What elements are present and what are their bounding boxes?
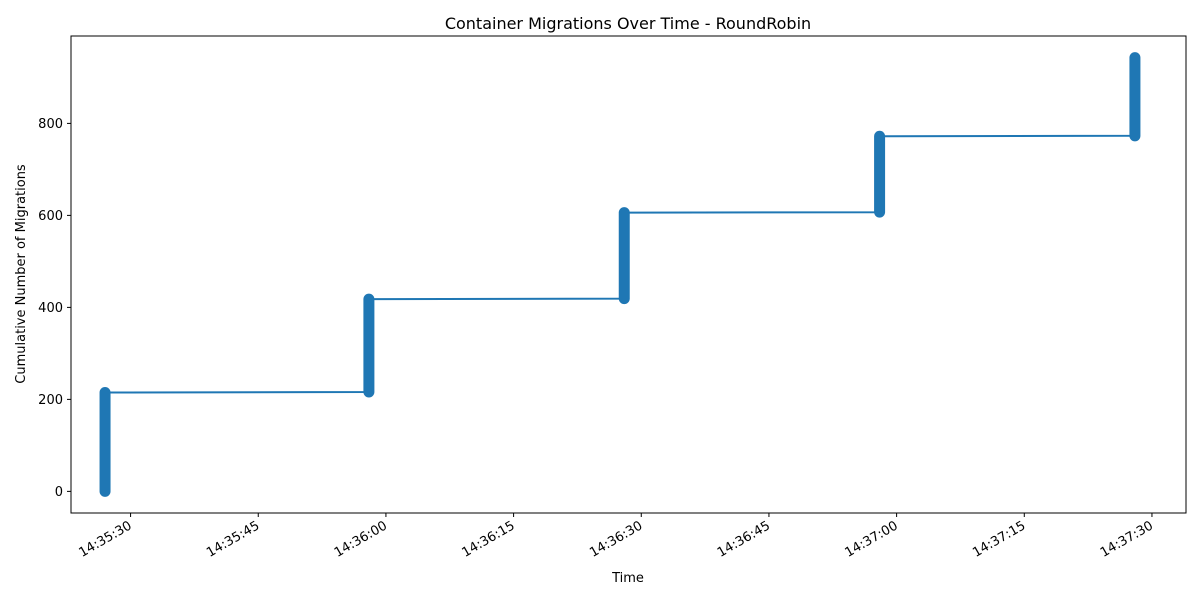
x-tick-label-1: 14:35:30: [77, 518, 135, 560]
chart-title: Container Migrations Over Time - RoundRo…: [445, 14, 811, 33]
x-tick-label-8: 14:37:15: [970, 518, 1028, 560]
x-tick-label-7: 14:37:00: [843, 518, 901, 560]
y-tick-label-3: 400: [38, 301, 63, 316]
y-tick-label-2: 200: [38, 393, 63, 408]
plot-frame: [70, 35, 1187, 514]
x-tick-label-4: 14:36:15: [460, 518, 518, 560]
y-tick-label-1: 0: [55, 485, 63, 500]
y-tick-label-5: 800: [38, 117, 63, 132]
x-tick-label-6: 14:36:45: [715, 518, 773, 560]
y-tick-label-4: 600: [38, 209, 63, 224]
y-axis: 0 200 400 600 800: [38, 117, 71, 500]
y-axis-label: Cumulative Number of Migrations: [14, 164, 29, 384]
x-tick-label-2: 14:35:45: [204, 518, 262, 560]
plot-area: [99, 52, 1141, 497]
x-tick-label-9: 14:37:30: [1098, 518, 1156, 560]
x-tick-label-3: 14:36:00: [332, 518, 390, 560]
x-tick-label-5: 14:36:30: [587, 518, 645, 560]
x-axis: 14:35:30 14:35:45 14:36:00 14:36:15 14:36:30…: [77, 513, 1156, 561]
x-axis-label: Time: [611, 571, 644, 586]
